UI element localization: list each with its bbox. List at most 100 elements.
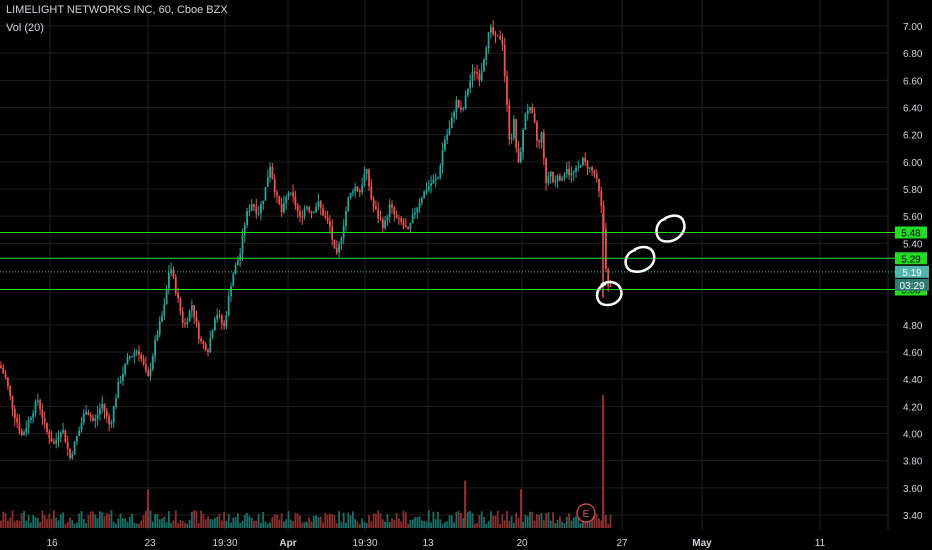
candle-body <box>462 108 465 110</box>
candle-body <box>20 430 23 436</box>
volume-bar <box>598 518 600 528</box>
volume-bar <box>552 512 554 528</box>
candle-body <box>64 429 67 443</box>
volume-bar <box>404 512 407 528</box>
volume-bar <box>110 510 113 528</box>
volume-bar <box>273 514 276 528</box>
candle-body <box>223 323 225 327</box>
volume-bar <box>423 521 426 528</box>
candle-body <box>335 248 338 253</box>
candle-body <box>246 211 248 226</box>
symbol-title[interactable]: LIMELIGHT NETWORKS INC, 60, Cboe BZX <box>6 4 228 16</box>
volume-bar <box>496 510 499 528</box>
candle-body <box>342 225 345 238</box>
candle-body <box>140 354 143 359</box>
candle-body <box>207 350 209 353</box>
candle-body <box>345 210 347 226</box>
candle-body <box>55 439 58 444</box>
volume-bar <box>172 520 175 528</box>
candle-body <box>266 177 269 187</box>
volume-bar <box>271 517 274 528</box>
volume-bar <box>16 520 18 528</box>
volume-bar <box>434 519 437 528</box>
volume-bar <box>230 523 232 528</box>
volume-bar <box>112 521 115 528</box>
y-tick-label: 4.80 <box>903 321 923 332</box>
price-axis[interactable]: 7.00 6.80 6.60 6.40 6.20 6.00 5.80 5.60 5.40 4.80… <box>903 22 923 522</box>
volume-bar <box>41 510 44 528</box>
candle-body <box>133 353 136 357</box>
volume-bar <box>34 517 37 528</box>
candle-body <box>262 200 265 205</box>
volume-bar <box>23 511 25 528</box>
volume-bar <box>515 512 518 528</box>
candle-body <box>294 196 297 206</box>
volume-bar <box>145 510 147 528</box>
candle-body <box>552 171 554 182</box>
candle-body <box>108 416 110 425</box>
volume-bar <box>492 515 495 528</box>
candle-body <box>416 207 419 213</box>
volume-bar <box>529 511 531 528</box>
candle-body <box>154 340 156 357</box>
candle-body <box>409 222 412 229</box>
y-tick-label: 5.40 <box>903 239 923 250</box>
candle-body <box>269 166 271 178</box>
candle-body <box>283 203 285 213</box>
volume-bar <box>473 523 476 528</box>
candle-body <box>241 235 244 254</box>
candle-body <box>427 185 430 190</box>
candle-body <box>303 208 306 217</box>
last-price-badge <box>895 265 929 278</box>
candle-body <box>545 158 547 184</box>
volume-bar <box>87 515 90 528</box>
candle-body <box>460 107 462 110</box>
volume-bar <box>460 512 462 528</box>
volume-bar <box>386 514 389 528</box>
volume-bar <box>570 520 573 528</box>
earnings-marker[interactable]: E <box>576 503 596 523</box>
candle-body <box>209 338 212 353</box>
candle-body <box>609 286 612 288</box>
candle-body <box>115 398 117 407</box>
volume-bar <box>542 520 545 528</box>
volume-bar <box>409 519 412 528</box>
volume-bar <box>605 515 607 528</box>
y-tick-label: 6.80 <box>903 49 923 60</box>
volume-bar <box>154 514 156 528</box>
volume-bar <box>407 523 409 528</box>
volume-bar <box>524 514 527 528</box>
candle-body <box>276 192 278 196</box>
candle-body <box>379 218 382 220</box>
volume-bar <box>170 522 173 528</box>
candle-body <box>260 204 262 214</box>
candle-body <box>414 212 416 215</box>
y-tick-label: 4.60 <box>903 348 923 359</box>
volume-bar <box>329 513 331 528</box>
volume-bar <box>11 510 14 528</box>
volume-indicator-label[interactable]: Vol (20) <box>6 22 44 34</box>
candle-body <box>232 274 235 287</box>
candle-body <box>220 315 223 324</box>
volume-bar <box>0 520 2 528</box>
volume-bar <box>220 520 223 528</box>
candle-body <box>174 276 177 294</box>
time-axis[interactable]: 16 23 19:30 Apr 19:30 13 20 27 May 11 <box>46 538 825 549</box>
volume-spike <box>147 489 150 528</box>
candle-body <box>101 403 104 409</box>
candle-body <box>306 207 308 209</box>
candle-body <box>588 167 591 169</box>
volume-bar <box>352 511 354 528</box>
volume-bar <box>46 518 48 528</box>
candle-body <box>542 132 545 159</box>
candle-body <box>237 260 239 266</box>
volume-bar <box>122 518 124 528</box>
candle-body <box>117 382 120 399</box>
volume-bar <box>13 521 16 528</box>
volume-bar <box>345 522 347 528</box>
volume-bar <box>467 511 469 528</box>
candle-body <box>312 212 315 214</box>
volume-bar <box>377 510 380 528</box>
candle-body <box>439 165 442 178</box>
